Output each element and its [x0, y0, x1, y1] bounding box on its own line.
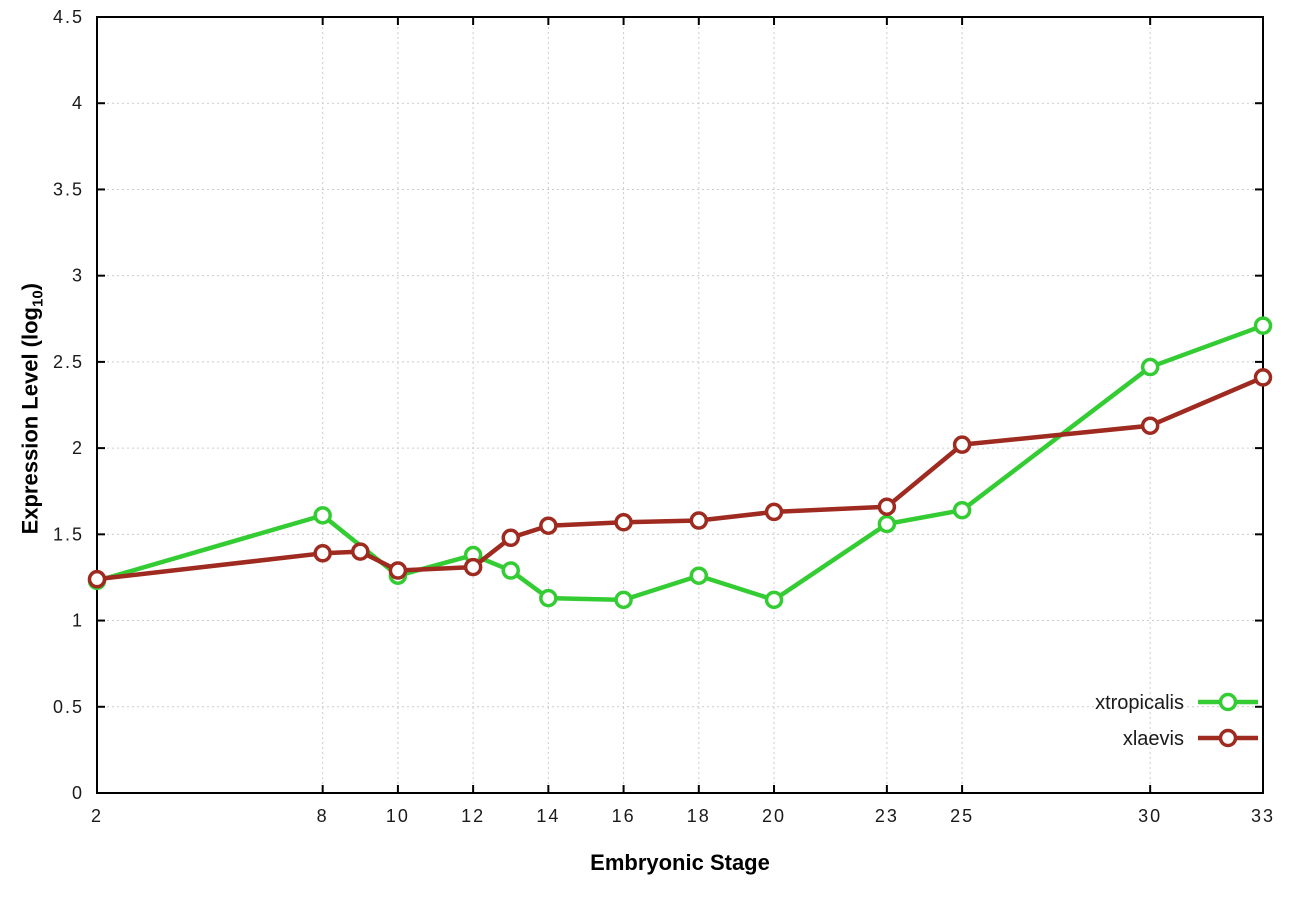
data-point-xlaevis [614, 513, 633, 532]
data-point-xtropicalis [1140, 357, 1160, 377]
data-point-xlaevis [764, 502, 784, 522]
data-point-xtropicalis [689, 566, 709, 585]
data-point-xtropicalis [952, 500, 972, 520]
x-axis-label: Embryonic Stage [590, 850, 770, 875]
x-tick-label: 2 [91, 806, 103, 826]
data-point-xlaevis [463, 557, 483, 577]
data-point-xlaevis [388, 561, 408, 580]
y-tick-label: 3 [72, 266, 84, 286]
plot-border [96, 16, 1264, 794]
data-point-xtropicalis [539, 588, 558, 608]
x-tick-label: 25 [950, 806, 974, 826]
data-point-xlaevis [313, 544, 332, 563]
x-tick-label: 14 [536, 806, 560, 826]
legend-label-xlaevis: xlaevis [1123, 728, 1184, 750]
data-point-xlaevis [877, 497, 897, 516]
y-tick-label: 0.5 [53, 697, 84, 717]
x-tick-label: 10 [386, 806, 410, 826]
y-tick-label: 4.5 [53, 7, 84, 27]
data-point-xlaevis [689, 511, 709, 530]
x-tick-label: 12 [461, 806, 485, 826]
y-tick-label: 1 [72, 611, 84, 631]
data-point-xtropicalis [313, 506, 332, 525]
x-tick-label: 23 [875, 806, 899, 826]
y-tick-label: 0 [72, 783, 84, 803]
y-tick-label: 3.5 [53, 179, 84, 199]
y-tick-label: 4 [72, 93, 84, 113]
legend-label-xtropicalis: xtropicalis [1095, 692, 1184, 714]
data-point-xlaevis [539, 516, 558, 535]
x-tick-label: 20 [762, 806, 786, 826]
y-tick-label: 1.5 [53, 524, 84, 544]
data-point-xlaevis [1253, 368, 1273, 387]
x-tick-label: 30 [1138, 806, 1162, 826]
data-point-xlaevis [952, 435, 972, 454]
data-point-xtropicalis [764, 590, 784, 610]
series-line-xlaevis [94, 375, 1266, 582]
data-point-xtropicalis [614, 590, 633, 610]
data-point-xtropicalis [877, 514, 897, 534]
y-tick-label: 2 [72, 438, 84, 458]
x-tick-label: 18 [687, 806, 711, 826]
legend-marker-xlaevis [1218, 728, 1238, 748]
data-point-xlaevis [351, 542, 370, 561]
data-point-xlaevis [87, 569, 107, 589]
x-tick-label: 16 [612, 806, 636, 826]
y-tick-label: 2.5 [53, 352, 84, 372]
data-point-xlaevis [501, 528, 520, 548]
data-point-xtropicalis [501, 561, 520, 580]
data-point-xlaevis [1140, 416, 1160, 435]
data-point-xtropicalis [1253, 316, 1273, 335]
legend-marker-xtropicalis [1218, 692, 1238, 712]
x-tick-label: 33 [1251, 806, 1275, 826]
x-tick-label: 8 [317, 806, 329, 826]
